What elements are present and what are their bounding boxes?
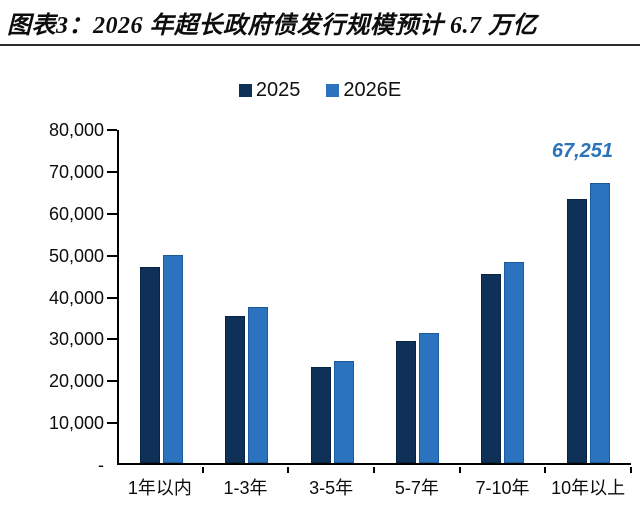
bar-group-1年以内 xyxy=(119,130,204,463)
x-axis-tick-mark xyxy=(458,467,461,473)
x-axis-label-1-3年: 1-3年 xyxy=(223,478,268,498)
y-axis-tick-mark xyxy=(107,296,117,299)
bar-group-10年以上 xyxy=(546,130,631,463)
x-axis-label-7-10年: 7-10年 xyxy=(475,478,530,498)
x-axis-tick-mark xyxy=(287,467,290,473)
y-axis-tick-mark xyxy=(107,254,117,257)
bar-2026e-1-3年 xyxy=(248,306,269,463)
y-axis-tick-mark xyxy=(107,380,117,383)
x-axis-tick-mark xyxy=(373,467,375,473)
x-axis-tick-mark xyxy=(630,467,632,473)
title-divider xyxy=(0,44,640,46)
bar-group-1-3年 xyxy=(204,130,289,463)
y-axis-tick-label: 20,000 xyxy=(48,371,104,392)
y-axis-tick-label: 10,000 xyxy=(48,413,104,434)
x-axis-label-1年以内: 1年以内 xyxy=(127,478,192,498)
y-axis-tick-label: 60,000 xyxy=(48,203,104,224)
plot-area xyxy=(117,130,631,465)
bar-2026e-5-7年 xyxy=(419,333,440,463)
bar-2025-5-7年 xyxy=(396,341,417,463)
y-axis-tick-label: 40,000 xyxy=(48,287,104,308)
legend-label: 2025 xyxy=(255,79,301,101)
bar-group-3-5年 xyxy=(290,130,375,463)
bar-2026e-3-5年 xyxy=(333,361,354,463)
legend-swatch-icon xyxy=(326,83,340,97)
y-axis-tick-label: - xyxy=(98,455,104,475)
legend-item-2025: 2025 xyxy=(238,79,301,101)
bar-2025-10年以上 xyxy=(566,199,587,463)
x-axis-tick-mark xyxy=(544,467,547,473)
y-axis-tick-mark xyxy=(107,129,117,131)
y-axis-tick-label: 80,000 xyxy=(48,120,104,140)
y-axis-tick-mark xyxy=(107,170,117,173)
y-axis-tick-mark xyxy=(107,212,117,215)
bar-2026e-10年以上 xyxy=(589,183,610,463)
legend-swatch-icon xyxy=(238,83,252,97)
legend-item-2026e: 2026E xyxy=(326,80,401,100)
legend: 2025 2026E xyxy=(0,78,640,102)
chart-title: 图表3：2026 年超长政府债发行规模预计 6.7 万亿 xyxy=(7,13,537,39)
bar-group-7-10年 xyxy=(460,130,545,463)
bar-2025-1年以内 xyxy=(140,267,161,463)
bar-group-5-7年 xyxy=(375,130,460,463)
y-axis-tick-label: 30,000 xyxy=(48,329,104,350)
bar-2025-1-3年 xyxy=(225,316,246,463)
bar-2025-7-10年 xyxy=(481,273,502,463)
y-axis-tick-label: 70,000 xyxy=(48,161,104,182)
y-axis-tick-label: 50,000 xyxy=(48,245,104,266)
bar-2026e-7-10年 xyxy=(504,261,525,463)
bar-2025-3-5年 xyxy=(310,367,331,463)
bar-2026e-1年以内 xyxy=(163,254,184,463)
x-axis-tick-mark xyxy=(201,467,204,473)
x-axis-label-3-5年: 3-5年 xyxy=(309,478,354,498)
x-axis-label-10年以上: 10年以上 xyxy=(551,478,626,498)
bar-value-label: 67,251 xyxy=(551,140,613,162)
y-axis-tick-mark xyxy=(107,422,117,425)
legend-label: 2026E xyxy=(343,79,402,101)
x-axis-label-5-7年: 5-7年 xyxy=(394,478,439,498)
y-axis-tick-mark xyxy=(107,338,117,341)
